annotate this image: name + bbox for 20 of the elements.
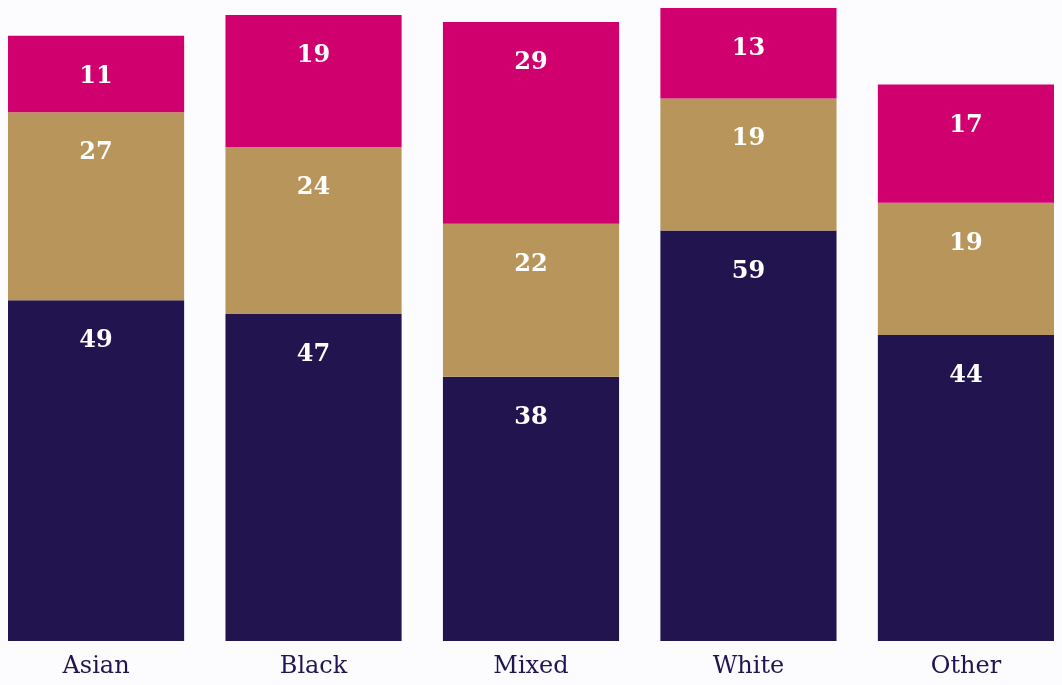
data-label: 59	[731, 254, 766, 284]
x-tick-label: Other	[930, 650, 1002, 679]
data-label: 19	[731, 122, 766, 152]
x-tick-label: White	[712, 650, 785, 679]
data-label: 19	[296, 38, 331, 68]
x-tick-label: Asian	[61, 650, 130, 679]
data-label: 24	[296, 171, 331, 201]
data-label: 49	[79, 324, 113, 354]
data-label: 11	[79, 59, 113, 89]
data-label: 22	[514, 247, 548, 277]
data-label: 38	[514, 400, 548, 430]
data-label: 13	[731, 32, 766, 61]
data-label: 44	[949, 358, 983, 388]
data-label: 17	[949, 108, 983, 138]
data-label: 27	[79, 136, 113, 166]
data-label: 19	[949, 226, 983, 256]
x-tick-label: Black	[279, 650, 348, 679]
data-label: 47	[296, 338, 331, 368]
x-tick-label: Mixed	[493, 650, 569, 679]
data-label: 29	[514, 45, 548, 75]
